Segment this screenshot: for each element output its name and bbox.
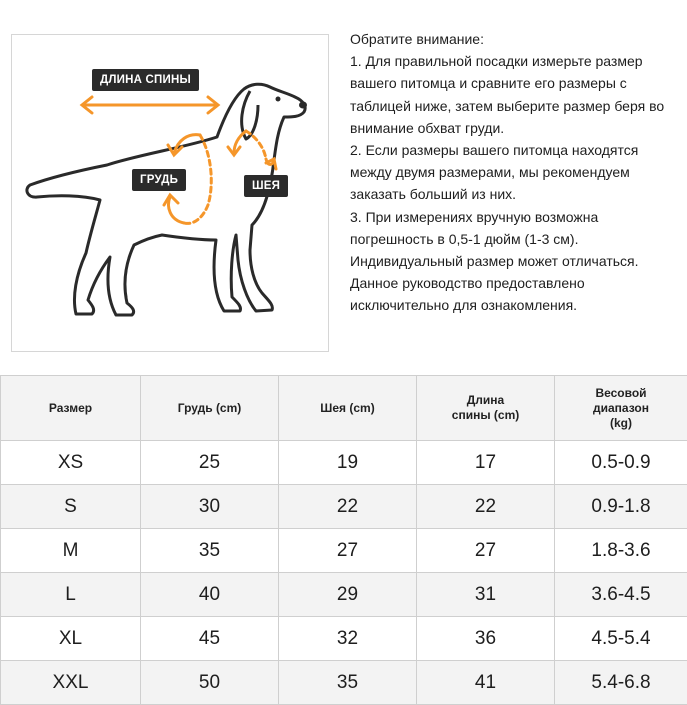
chest-label: ГРУДЬ — [132, 169, 186, 191]
note-disclaimer: Данное руководство предоставлено исключи… — [350, 272, 680, 316]
table-row: XS 25 19 17 0.5-0.9 — [1, 441, 687, 485]
cell-neck: 22 — [279, 485, 417, 529]
cell-neck: 35 — [279, 661, 417, 705]
cell-chest: 45 — [141, 617, 279, 661]
cell-weight-range: 0.5-0.9 — [555, 441, 687, 485]
neck-measure-arrow-icon — [228, 131, 276, 169]
note-item-2: 2. Если размеры вашего питомца находятся… — [350, 139, 680, 206]
cell-back-length: 31 — [417, 573, 555, 617]
note-item-3: 3. При измерениях вручную возможна погре… — [350, 206, 680, 273]
header-back-length: Длина спины (cm) — [417, 376, 555, 441]
table-row: L 40 29 31 3.6-4.5 — [1, 573, 687, 617]
cell-back-length: 17 — [417, 441, 555, 485]
cell-size: XS — [1, 441, 141, 485]
cell-size: XXL — [1, 661, 141, 705]
cell-back-length: 22 — [417, 485, 555, 529]
header-neck: Шея (cm) — [279, 376, 417, 441]
back-length-arrow-icon — [82, 97, 218, 113]
cell-chest: 30 — [141, 485, 279, 529]
cell-back-length: 36 — [417, 617, 555, 661]
cell-size: XL — [1, 617, 141, 661]
cell-neck: 32 — [279, 617, 417, 661]
cell-neck: 27 — [279, 529, 417, 573]
instructions-text: Обратите внимание: 1. Для правильной пос… — [350, 28, 680, 317]
cell-back-length: 27 — [417, 529, 555, 573]
dog-measurement-diagram: ДЛИНА СПИНЫ ГРУДЬ ШЕЯ — [11, 34, 329, 352]
table-row: M 35 27 27 1.8-3.6 — [1, 529, 687, 573]
cell-back-length: 41 — [417, 661, 555, 705]
note-item-1: 1. Для правильной посадки измерьте разме… — [350, 50, 680, 139]
cell-chest: 25 — [141, 441, 279, 485]
cell-size: M — [1, 529, 141, 573]
cell-weight-range: 3.6-4.5 — [555, 573, 687, 617]
cell-chest: 50 — [141, 661, 279, 705]
header-size: Размер — [1, 376, 141, 441]
table-row: S 30 22 22 0.9-1.8 — [1, 485, 687, 529]
size-chart-table: Размер Грудь (cm) Шея (cm) Длина спины (… — [0, 375, 687, 705]
back-length-label: ДЛИНА СПИНЫ — [92, 69, 199, 91]
table-row: XL 45 32 36 4.5-5.4 — [1, 617, 687, 661]
table-header-row: Размер Грудь (cm) Шея (cm) Длина спины (… — [1, 376, 687, 441]
cell-weight-range: 0.9-1.8 — [555, 485, 687, 529]
header-weight-range: Весовой диапазон (kg) — [555, 376, 687, 441]
cell-weight-range: 4.5-5.4 — [555, 617, 687, 661]
table-row: XXL 50 35 41 5.4-6.8 — [1, 661, 687, 705]
neck-label: ШЕЯ — [244, 175, 288, 197]
cell-chest: 35 — [141, 529, 279, 573]
cell-chest: 40 — [141, 573, 279, 617]
cell-neck: 29 — [279, 573, 417, 617]
cell-neck: 19 — [279, 441, 417, 485]
cell-size: L — [1, 573, 141, 617]
cell-weight-range: 5.4-6.8 — [555, 661, 687, 705]
header-chest: Грудь (cm) — [141, 376, 279, 441]
note-heading: Обратите внимание: — [350, 28, 680, 50]
cell-weight-range: 1.8-3.6 — [555, 529, 687, 573]
cell-size: S — [1, 485, 141, 529]
